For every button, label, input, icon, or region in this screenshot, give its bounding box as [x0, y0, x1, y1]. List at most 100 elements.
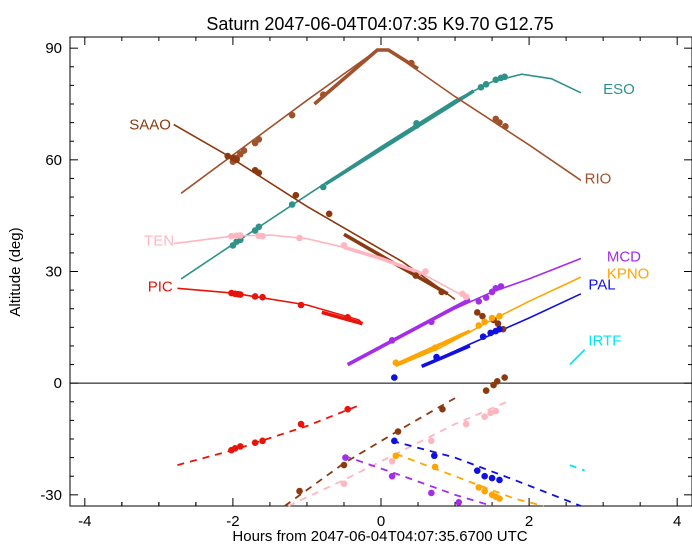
pal-point — [487, 329, 494, 337]
kpno-below-horizon-point — [392, 452, 400, 460]
kpno-below-horizon-point — [475, 484, 483, 491]
saao-point — [255, 169, 263, 177]
y-tick-label: 0 — [54, 375, 62, 392]
y-tick-label: 90 — [45, 40, 62, 57]
ten-thick-line — [343, 245, 423, 276]
eso-thick-line — [324, 89, 475, 186]
ten-point — [237, 232, 244, 239]
mcd-below-horizon-point — [388, 472, 396, 480]
mcd-below-horizon-point — [428, 489, 435, 497]
rio-point — [255, 136, 263, 143]
pic-point — [259, 293, 266, 301]
saao-below-horizon-point — [493, 378, 501, 385]
pal-below-horizon-point — [391, 437, 398, 445]
saao-point — [479, 312, 486, 320]
mcd-label: MCD — [607, 249, 641, 266]
ten-below-horizon-line — [288, 400, 508, 507]
ten-below-horizon-point — [428, 437, 435, 445]
mcd-point — [475, 297, 483, 305]
mcd-below-horizon-point — [342, 454, 349, 461]
pic-point — [251, 293, 259, 300]
saao-below-horizon-point — [296, 487, 303, 495]
chart-title: Saturn 2047-06-04T04:07:35 K9.70 G12.75 — [206, 14, 553, 34]
saao-point — [292, 191, 300, 199]
saao-below-horizon-point — [482, 387, 490, 394]
axes: -4 -2 0 2 4 -30 0 30 60 90 — [40, 36, 692, 530]
pal-below-horizon-point — [431, 452, 438, 460]
mcd-below-horizon-line — [343, 454, 493, 507]
pic-below-horizon-line — [177, 404, 360, 466]
pic-label: PIC — [148, 278, 173, 295]
pal-below-horizon-point — [473, 467, 481, 474]
ten-point — [462, 293, 470, 301]
pic-below-horizon-point — [259, 437, 266, 445]
kpno-below-horizon-point — [431, 463, 439, 471]
eso-point — [477, 83, 485, 91]
eso-point — [413, 120, 420, 127]
eso-point — [482, 80, 490, 88]
rio-point — [408, 59, 415, 67]
kpno-point — [496, 312, 503, 320]
saao-point — [412, 272, 420, 279]
ten-below-horizon-point — [487, 409, 494, 417]
kpno-below-horizon-line — [395, 453, 545, 507]
mcd-point — [388, 337, 396, 344]
y-tick-label: 30 — [45, 264, 62, 281]
rio-point — [496, 119, 503, 126]
x-tick-label: 2 — [525, 513, 533, 530]
kpno-point — [481, 318, 488, 326]
eso-point — [255, 223, 263, 231]
ten-below-horizon-point — [481, 413, 488, 420]
saao-below-horizon-point — [439, 405, 446, 413]
pal-below-horizon-point — [488, 474, 496, 482]
pal-below-horizon-point — [481, 472, 488, 480]
ten-below-horizon-point — [340, 480, 348, 487]
saao-below-horizon-line — [284, 397, 456, 507]
saao-point — [233, 156, 240, 164]
pic-below-horizon-point — [344, 405, 351, 413]
pic-below-horizon-point — [231, 445, 239, 452]
x-tick-label: -4 — [78, 513, 91, 530]
eso-point — [288, 201, 296, 208]
saao-point — [473, 309, 481, 316]
pal-below-horizon-line — [391, 440, 582, 507]
eso-label: ESO — [603, 81, 635, 98]
ten-point — [340, 242, 348, 249]
pal-label: PAL — [588, 277, 615, 294]
irtf-below-horizon-line — [569, 464, 585, 472]
pal-point — [479, 333, 487, 340]
ten-label: TEN — [144, 233, 174, 250]
x-axis-label: Hours from 2047-06-04T04:07:35.6700 UTC — [232, 528, 527, 545]
mcd-point — [492, 284, 500, 292]
y-tick-label: 60 — [45, 152, 62, 169]
kpno-below-horizon-point — [481, 487, 488, 495]
mcd-point — [497, 283, 505, 290]
rio-point — [240, 147, 248, 154]
mcd-thick-line — [346, 297, 471, 367]
saao-point — [494, 320, 502, 327]
series-lines — [173, 48, 586, 507]
ten-below-horizon-point — [492, 407, 500, 415]
saao-below-horizon-point — [501, 374, 508, 381]
mcd-point — [428, 318, 435, 326]
rio-point — [319, 91, 327, 98]
rio-point — [502, 123, 509, 130]
irtf-line — [569, 349, 586, 366]
saao-below-horizon-point — [340, 461, 348, 469]
kpno-below-horizon-point — [496, 495, 503, 502]
rio-thick-line — [313, 48, 419, 106]
pal-thick-line — [420, 344, 471, 369]
ten-below-horizon-point — [462, 420, 470, 428]
pal-point — [433, 353, 440, 361]
mcd-below-horizon-point — [455, 498, 463, 506]
pal-point — [391, 374, 398, 381]
rio-label: RIO — [585, 170, 612, 187]
kpno-label: KPNO — [607, 265, 650, 282]
pic-point — [297, 301, 305, 309]
eso-point — [319, 183, 327, 191]
saao-point — [438, 288, 446, 296]
ten-point — [296, 234, 303, 242]
